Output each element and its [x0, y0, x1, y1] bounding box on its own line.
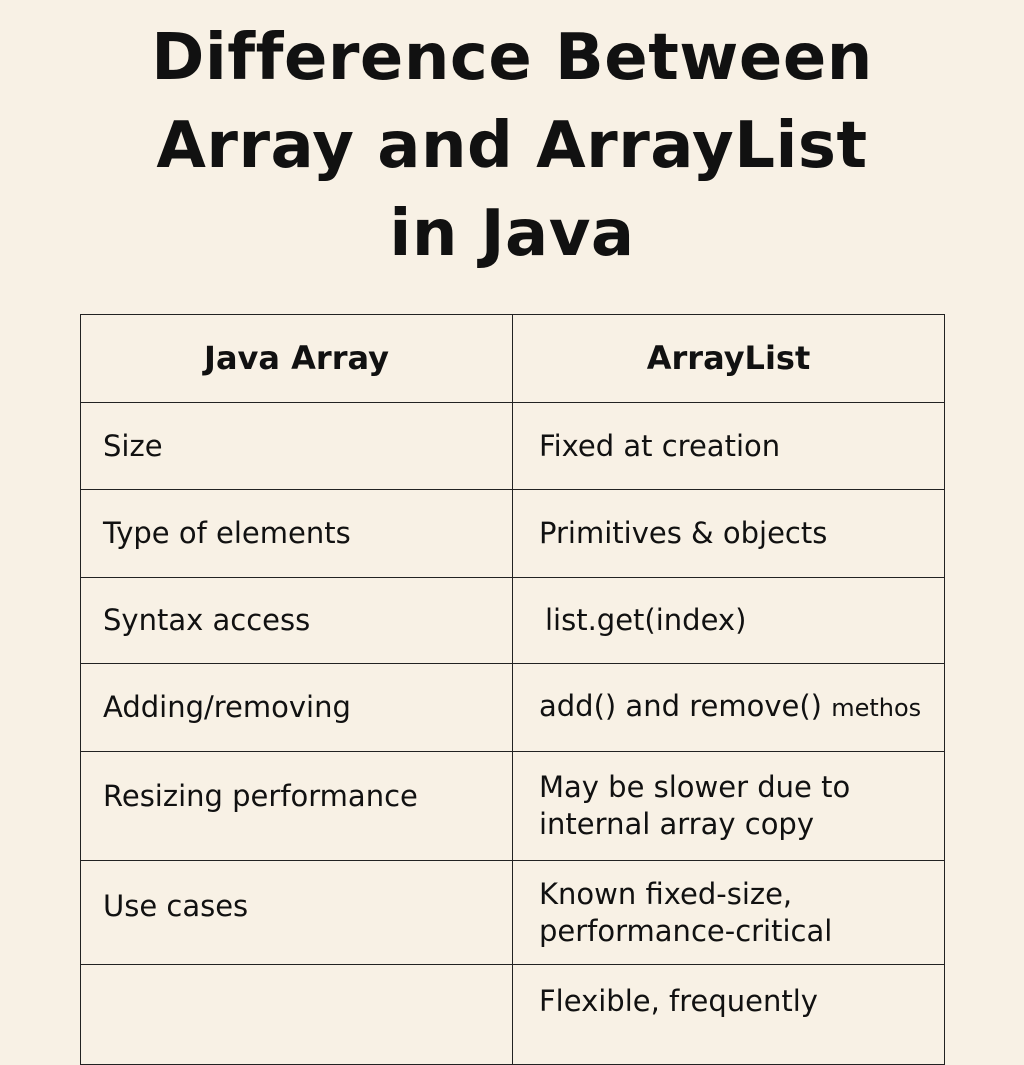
- row-label: Resizing performance: [80, 751, 513, 861]
- row-value-main: add() and remove(): [539, 689, 822, 723]
- row-value: Known fixed-size, performance-critical: [512, 860, 945, 965]
- table-row: Adding/removing add() and remove() metho…: [80, 663, 945, 752]
- table-row: Type of elements Primitives & objects: [80, 489, 945, 578]
- row-value: May be slower due to internal array copy: [512, 751, 945, 861]
- comparison-table: Java Array ArrayList Size Fixed at creat…: [80, 314, 945, 1065]
- row-label: Size: [80, 402, 513, 490]
- table-row: Syntax access list.get(index): [80, 577, 945, 664]
- row-value: Fixed at creation: [512, 402, 945, 490]
- row-label: Type of elements: [80, 489, 513, 578]
- row-label: [80, 964, 513, 1065]
- table-row: Resizing performance May be slower due t…: [80, 751, 945, 861]
- title-line: Difference Between: [151, 21, 873, 95]
- title-line: Array and ArrayList: [156, 109, 868, 183]
- row-value: Primitives & objects: [512, 489, 945, 578]
- row-value-suffix: methos: [831, 694, 922, 722]
- table-row: Size Fixed at creation: [80, 402, 945, 490]
- table-header-row: Java Array ArrayList: [80, 314, 945, 403]
- header-java-array: Java Array: [80, 314, 513, 403]
- table-row: Use cases Known fixed-size, performance-…: [80, 860, 945, 965]
- row-value: list.get(index): [512, 577, 945, 664]
- row-label: Adding/removing: [80, 663, 513, 752]
- header-arraylist: ArrayList: [512, 314, 945, 403]
- page-title: Difference Between Array and ArrayList i…: [0, 14, 1024, 278]
- row-value: Flexible, frequently: [512, 964, 945, 1065]
- row-value: add() and remove() methos: [512, 663, 945, 752]
- row-label: Syntax access: [80, 577, 513, 664]
- title-line: in Java: [389, 197, 635, 271]
- table-row: Flexible, frequently: [80, 964, 945, 1065]
- row-label: Use cases: [80, 860, 513, 965]
